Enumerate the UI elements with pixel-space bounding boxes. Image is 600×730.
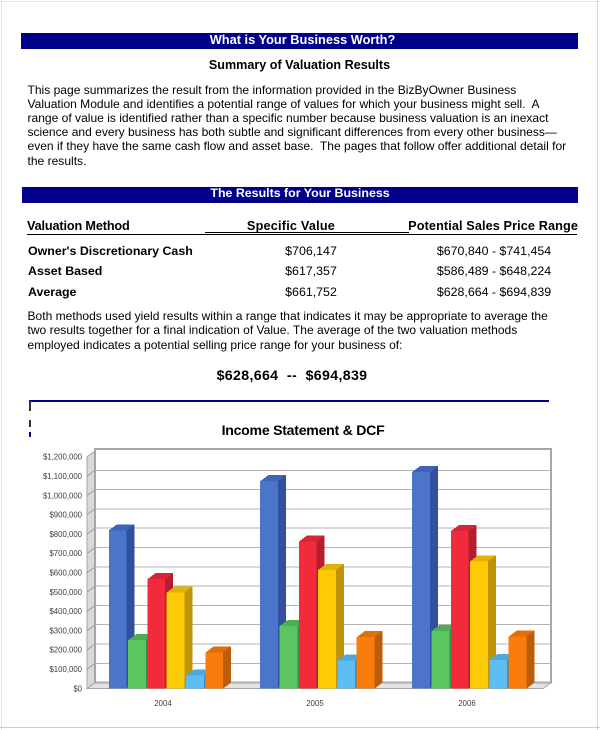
svg-text:$900,000: $900,000 [49,511,82,520]
svg-text:$1,100,000: $1,100,000 [43,472,83,481]
svg-text:$1,200,000: $1,200,000 [43,453,83,462]
svg-text:$100,000: $100,000 [49,665,82,674]
svg-text:$400,000: $400,000 [49,607,82,616]
svg-text:$0: $0 [73,684,82,693]
svg-text:$700,000: $700,000 [49,549,82,558]
svg-text:$600,000: $600,000 [49,569,82,578]
svg-text:$200,000: $200,000 [49,646,82,655]
svg-text:2006: 2006 [458,699,475,708]
svg-text:$1,000,000: $1,000,000 [43,491,83,500]
svg-text:$800,000: $800,000 [49,530,82,539]
svg-text:2004: 2004 [154,699,172,708]
svg-text:2005: 2005 [306,699,324,708]
svg-text:$300,000: $300,000 [49,626,82,635]
svg-text:$500,000: $500,000 [49,588,82,597]
